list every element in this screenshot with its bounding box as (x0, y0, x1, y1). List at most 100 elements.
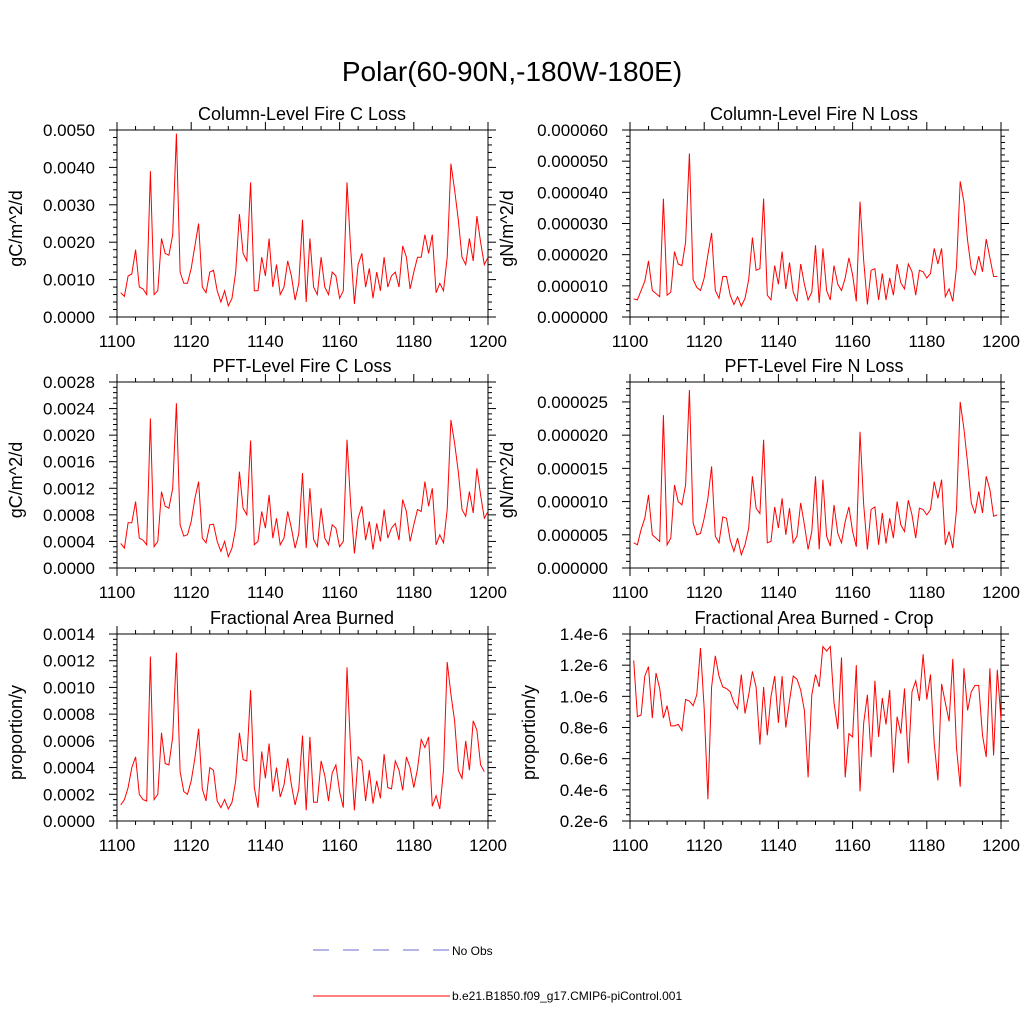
x-tick-label: 1140 (247, 332, 284, 351)
y-tick-label: 1.4e-6 (560, 625, 608, 644)
y-tick-label: 0.0030 (43, 196, 95, 215)
series-line (633, 645, 1002, 800)
y-tick-label: 0.0004 (43, 532, 95, 551)
y-tick-label: 0.0002 (43, 785, 95, 804)
legend-label-no-obs: No Obs (452, 944, 493, 958)
y-tick-label: 0.0010 (43, 271, 95, 290)
x-tick-label: 1140 (760, 836, 797, 855)
plot-frame (629, 129, 1002, 318)
y-tick-label: 0.000010 (537, 493, 608, 512)
y-tick-label: 0.6e-6 (560, 750, 608, 769)
panel-title: PFT-Level Fire N Loss (724, 356, 903, 376)
y-tick-label: 0.000000 (537, 308, 608, 327)
y-tick-label: 0.0000 (43, 812, 95, 831)
y-tick-label: 0.000020 (537, 246, 608, 265)
x-tick-label: 1200 (982, 836, 1020, 855)
y-tick-label: 0.0024 (43, 400, 95, 419)
x-tick-label: 1160 (321, 332, 358, 351)
x-tick-label: 1120 (686, 332, 723, 351)
y-tick-label: 0.0014 (43, 625, 95, 644)
series-line (633, 389, 998, 557)
x-tick-label: 1180 (396, 332, 433, 351)
y-tick-label: 0.0012 (43, 479, 95, 498)
x-tick-label: 1200 (469, 583, 507, 602)
y-tick-label: 0.0008 (43, 506, 95, 525)
y-tick-label: 0.000020 (537, 426, 608, 445)
y-tick-label: 0.0050 (43, 121, 95, 140)
x-tick-label: 1180 (909, 583, 946, 602)
chart-panel-2: Column-Level Fire N Loss 1100 1120 1140 1160… (497, 104, 1020, 351)
y-tick-label: 0.0040 (43, 158, 95, 177)
x-tick-label: 1100 (99, 332, 136, 351)
x-tick-label: 1120 (173, 332, 210, 351)
y-tick-label: 0.000010 (537, 277, 608, 296)
x-tick-label: 1100 (612, 836, 649, 855)
chart-panel-5: Fractional Area Burned 1100 1120 1140 1160 11… (6, 608, 507, 855)
chart-panel-4: PFT-Level Fire N Loss 1100 1120 1140 1160 118… (497, 356, 1020, 602)
y-tick-label: 1.0e-6 (560, 687, 608, 706)
x-tick-label: 1120 (686, 583, 723, 602)
panel-title: Column-Level Fire C Loss (198, 104, 406, 124)
y-tick-label: 0.0016 (43, 453, 95, 472)
x-tick-label: 1120 (686, 836, 723, 855)
y-axis-label: gC/m^2/d (6, 442, 26, 518)
y-axis-label: gC/m^2/d (6, 190, 26, 266)
legend: No Obs b.e21.B1850.f09_g17.CMIP6-piContro… (313, 944, 682, 1003)
x-tick-label: 1180 (909, 836, 946, 855)
y-tick-label: 0.000050 (537, 152, 608, 171)
x-tick-label: 1100 (99, 836, 136, 855)
x-tick-label: 1140 (247, 583, 284, 602)
x-tick-label: 1120 (173, 583, 210, 602)
y-tick-label: 0.000060 (537, 121, 608, 140)
series-line (633, 153, 998, 308)
y-tick-label: 0.0010 (43, 678, 95, 697)
y-tick-label: 0.0006 (43, 732, 95, 751)
series-line (120, 652, 485, 811)
x-tick-label: 1140 (760, 583, 797, 602)
y-tick-label: 0.8e-6 (560, 719, 608, 738)
x-tick-label: 1200 (982, 583, 1020, 602)
series-line (120, 403, 489, 559)
x-tick-label: 1200 (469, 332, 507, 351)
y-tick-label: 0.000000 (537, 559, 608, 578)
x-tick-label: 1160 (834, 332, 871, 351)
x-tick-label: 1160 (321, 583, 358, 602)
x-tick-label: 1160 (321, 836, 358, 855)
y-tick-label: 0.0012 (43, 652, 95, 671)
x-tick-label: 1100 (612, 583, 649, 602)
x-tick-label: 1100 (99, 583, 136, 602)
y-tick-label: 0.2e-6 (560, 812, 608, 831)
x-tick-label: 1200 (982, 332, 1020, 351)
y-tick-label: 0.0000 (43, 559, 95, 578)
x-tick-label: 1140 (247, 836, 284, 855)
x-tick-label: 1160 (834, 583, 871, 602)
figure-title: Polar(60-90N,-180W-180E) (341, 56, 683, 87)
panel-title: Fractional Area Burned (210, 608, 394, 628)
panel-title: PFT-Level Fire C Loss (212, 356, 391, 376)
y-axis-label: gN/m^2/d (497, 442, 517, 518)
y-tick-label: 0.4e-6 (560, 781, 608, 800)
series-line (120, 133, 489, 308)
y-tick-label: 0.000015 (537, 459, 608, 478)
x-tick-label: 1180 (909, 332, 946, 351)
x-tick-label: 1120 (173, 836, 210, 855)
y-tick-label: 0.0004 (43, 759, 95, 778)
x-tick-label: 1100 (612, 332, 649, 351)
legend-label-model: b.e21.B1850.f09_g17.CMIP6-piControl.001 (452, 989, 682, 1003)
y-axis-label: proportion/y (519, 685, 539, 780)
plot-frame (629, 633, 1002, 822)
y-tick-label: 0.0020 (43, 233, 95, 252)
y-tick-label: 0.0008 (43, 705, 95, 724)
x-tick-label: 1160 (834, 836, 871, 855)
y-axis-label: proportion/y (6, 685, 26, 780)
y-axis-label: gN/m^2/d (497, 190, 517, 266)
x-tick-label: 1140 (760, 332, 797, 351)
y-tick-label: 0.000030 (537, 215, 608, 234)
chart-panel-1: Column-Level Fire C Loss 1100 1120 1140 1160… (6, 104, 507, 351)
y-tick-label: 0.000025 (537, 393, 608, 412)
y-tick-label: 1.2e-6 (560, 656, 608, 675)
panel-title: Fractional Area Burned - Crop (694, 608, 933, 628)
y-tick-label: 0.000040 (537, 183, 608, 202)
x-tick-label: 1180 (396, 583, 433, 602)
